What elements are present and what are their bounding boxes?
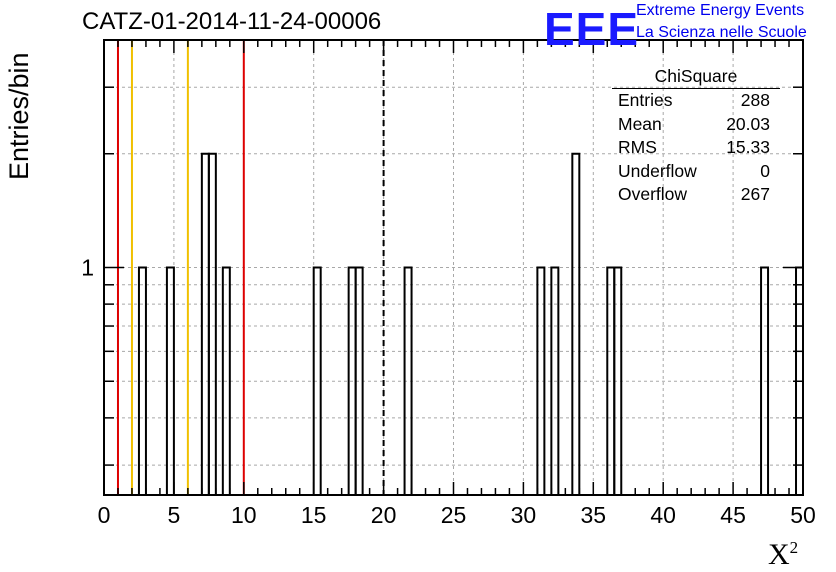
x-axis-label-superscript: 2 (789, 538, 799, 557)
stats-value: 20.03 (726, 113, 770, 134)
x-tick-label: 50 (790, 502, 816, 528)
stats-row-mean: Mean 20.03 (610, 113, 780, 137)
y-tick-label: 1 (81, 255, 94, 281)
histogram-bar (165, 266, 175, 495)
x-tick-label: 0 (98, 502, 111, 528)
histogram-bar (200, 152, 210, 495)
x-tick-label: 20 (371, 502, 397, 528)
stats-box-title: ChiSquare (612, 66, 780, 89)
x-tick-label: 35 (581, 502, 607, 528)
logo-tagline-2: La Scienza nelle Scuole (636, 24, 807, 41)
x-tick-label: 15 (301, 502, 327, 528)
stats-label: Overflow (618, 184, 688, 204)
x-axis-label: X2 (768, 538, 798, 572)
x-tick-label: 45 (720, 502, 746, 528)
stats-label: Mean (618, 113, 662, 134)
stats-value: 288 (740, 90, 770, 110)
stats-row-overflow: Overflow 267 (610, 183, 780, 207)
stats-label: Underflow (618, 160, 697, 181)
stats-label: RMS (618, 137, 657, 157)
x-axis-label-text: X (768, 538, 790, 571)
histogram-bar (354, 266, 364, 495)
x-tick-label: 25 (441, 502, 467, 528)
x-tick-label: 10 (231, 502, 257, 528)
histogram-bar (571, 152, 581, 495)
stats-row-rms: RMS 15.33 (610, 136, 780, 160)
chart-title: CATZ-01-2014-11-24-00006 (82, 8, 382, 35)
histogram-bar (207, 152, 217, 495)
histogram-bar (760, 266, 770, 495)
histogram-bar (403, 266, 413, 495)
histogram-bar (137, 266, 147, 495)
eee-logo: EEE (544, 3, 640, 55)
histogram-bar (613, 266, 623, 495)
stats-value: 0 (760, 160, 770, 181)
logo-tagline-1: Extreme Energy Events (636, 2, 805, 19)
x-tick-label: 40 (650, 502, 676, 528)
stats-row-entries: Entries 288 (610, 89, 780, 113)
histogram-bar (536, 266, 546, 495)
x-tick-label: 30 (511, 502, 537, 528)
stats-value: 267 (740, 184, 770, 204)
x-tick-label: 5 (168, 502, 181, 528)
stats-row-underflow: Underflow 0 (610, 160, 780, 184)
stats-box: ChiSquare Entries 288 Mean 20.03 RMS 15.… (610, 66, 780, 207)
histogram-bar (312, 266, 322, 495)
stats-label: Entries (618, 90, 673, 110)
y-axis-label: Entries/bin (4, 52, 34, 180)
stats-value: 15.33 (726, 137, 770, 157)
histogram-bar (221, 266, 231, 495)
histogram-bar (550, 266, 560, 495)
